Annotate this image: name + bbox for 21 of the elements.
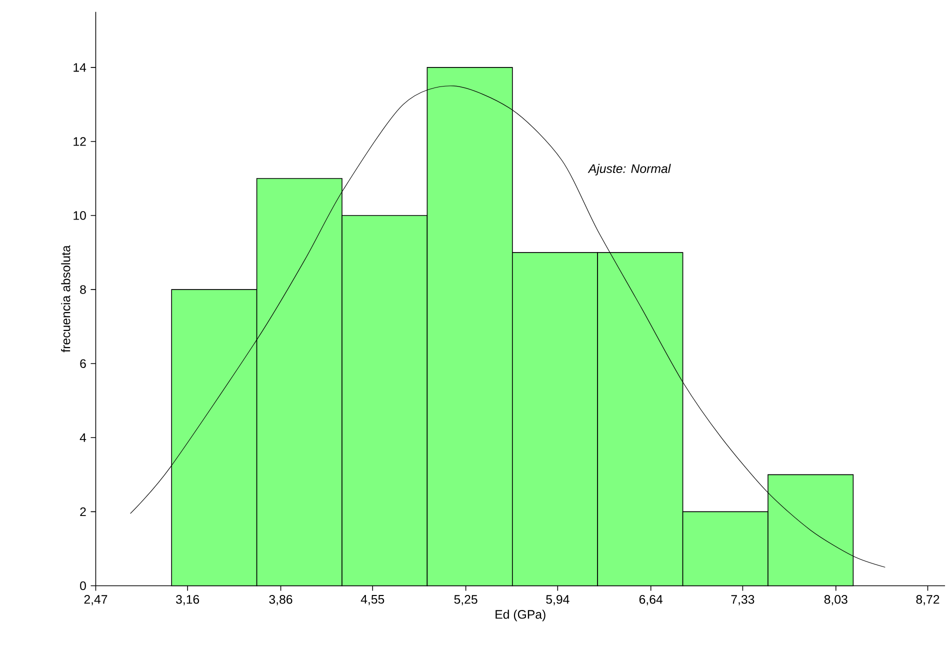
x-tick-label: 6,64: [639, 594, 663, 606]
y-axis-title: frecuencia absoluta: [61, 245, 70, 352]
y-tick-label: 10: [74, 211, 86, 220]
y-tick-label: 12: [74, 137, 86, 146]
y-tick-label: 14: [74, 63, 86, 72]
x-tick-label: 2,47: [84, 594, 108, 606]
x-tick-label: 8,72: [916, 594, 940, 606]
x-tick-label: 4,55: [360, 594, 384, 605]
annotation: Ajuste: Normal: [588, 164, 671, 176]
x-tick-label: 5,25: [454, 594, 478, 606]
y-tick-label: 2: [80, 507, 86, 516]
y-tick-label: 0: [80, 581, 86, 590]
x-tick-label: 5,94: [546, 594, 570, 606]
y-tick-label: 8: [80, 285, 86, 294]
x-tick-label: 3,86: [269, 594, 292, 606]
x-axis-title: Ed (GPa): [496, 610, 546, 622]
x-tick-label: 7,33: [731, 594, 754, 606]
y-tick-label: 4: [80, 433, 86, 442]
x-tick-label: 3,16: [176, 594, 200, 606]
y-tick-label: 6: [80, 359, 86, 368]
x-tick-label: 8,03: [824, 594, 848, 606]
